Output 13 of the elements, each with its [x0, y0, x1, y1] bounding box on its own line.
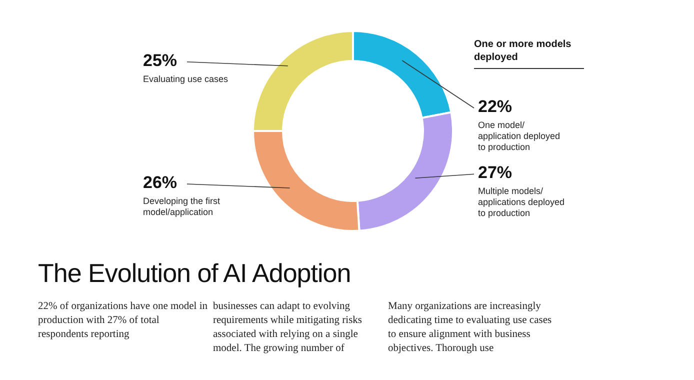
- text: Many organizations are increasingly dedicating time to evaluating use cases to ensure alignment with business objectives. Thorough use: [388, 300, 553, 356]
- data-label: 22%: [478, 97, 512, 116]
- slice-label: One model/ application deployed to production: [478, 120, 560, 152]
- data-label: 27%: [478, 163, 512, 182]
- slice-label: Evaluating use cases: [143, 74, 229, 84]
- text: One or more models deployed: [474, 38, 584, 69]
- data-label: 26%: [143, 172, 178, 192]
- slice-label: Developing the first model/application: [143, 196, 221, 217]
- text: 22% of organizations have one model in production with 27% of total respondents reporting: [38, 300, 208, 342]
- text: businesses can adapt to evolving requirements while mitigating risks associated with relying on a single model. The growing number of: [213, 300, 364, 356]
- data-label: 25%: [143, 50, 178, 70]
- slice-label: Multiple models/ applications deployed to production: [478, 186, 565, 218]
- text: The Evolution of AI Adoption: [38, 258, 351, 289]
